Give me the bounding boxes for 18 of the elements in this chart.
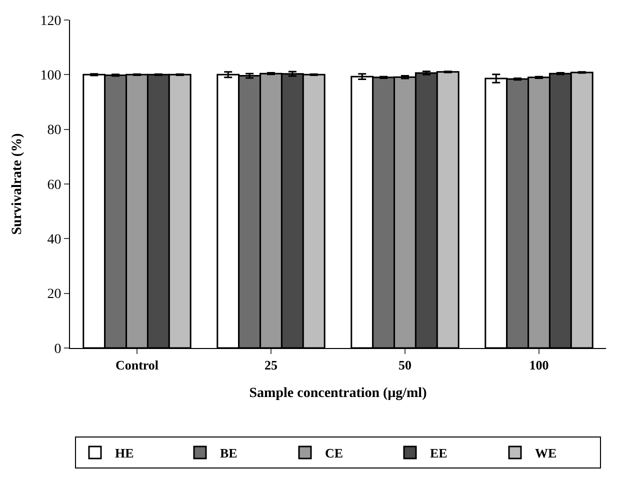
legend-label: EE [430,446,448,461]
y-tick-label: 20 [47,287,62,302]
x-tick-label: 25 [264,358,278,373]
legend-label: CE [325,446,344,461]
y-tick-label: 0 [54,342,62,357]
y-axis-title: Survivalrate (%) [10,132,25,235]
legend-label: HE [115,446,134,461]
x-tick-label: 100 [529,358,549,373]
y-tick-label: 100 [40,68,62,84]
x-tick-label: Control [115,358,159,373]
y-tick-label: 80 [47,123,62,138]
y-tick-label: 60 [47,178,62,193]
legend-label: BE [220,446,238,461]
x-axis-title: Sample concentration (μg/ml) [249,386,428,401]
y-tick-label: 120 [40,14,62,29]
legend-label: WE [535,446,557,461]
y-tick-label: 40 [47,232,62,248]
x-tick-label: 50 [398,358,412,373]
